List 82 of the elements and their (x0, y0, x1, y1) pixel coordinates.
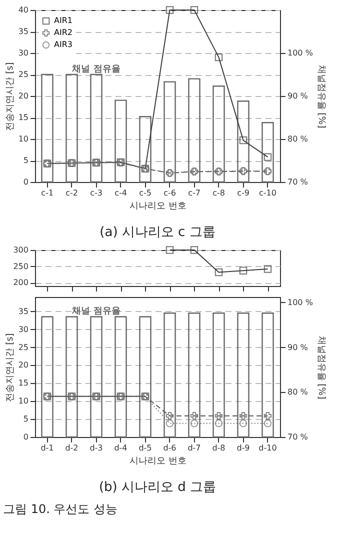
y2-tick-label: 80 % (288, 388, 308, 397)
y-tick-label: 35 (18, 27, 28, 36)
y2-tick-label: 100 % (288, 48, 314, 58)
point (214, 412, 223, 420)
point (190, 412, 198, 420)
y-tick-label: 0 (23, 178, 28, 186)
x-tick-label: c-8 (212, 188, 225, 198)
point (239, 266, 248, 274)
caption: 그림 10. 우선도 성능 (3, 502, 118, 516)
point (264, 153, 272, 161)
y-tick-label: 5 (23, 156, 28, 165)
x-tick-label: c-1 (41, 188, 54, 198)
series-label: 채널 점유율 (71, 306, 120, 317)
x-tick-label: c-5 (139, 188, 152, 198)
y-tick-label: 200 (13, 278, 28, 288)
y-tick-label: 30 (18, 324, 28, 334)
point (166, 420, 174, 428)
y2-axis-title: 채널점유율 [%] (316, 336, 326, 400)
x-tick-label: d-9 (236, 444, 250, 452)
y-tick-label: 0 (23, 432, 28, 442)
point (190, 6, 198, 14)
x-tick-label: c-10 (259, 188, 276, 198)
legend-label: AIR3 (54, 40, 72, 49)
y-tick-label: 40 (18, 6, 28, 14)
y-tick-label: 20 (18, 92, 28, 100)
y-tick-label: 35 (18, 306, 28, 316)
x-tick-label: d-7 (188, 444, 201, 452)
x-tick-label: c-7 (188, 188, 200, 198)
point (166, 6, 174, 14)
x-axis-title: 시나리오 번호 (130, 202, 186, 212)
y-tick-label: 10 (18, 134, 28, 144)
y-tick-label: 10 (18, 396, 28, 406)
point (239, 412, 248, 420)
y-tick-label: 25 (18, 70, 28, 79)
y-axis-title: 전송지연시간 [s] (5, 62, 16, 131)
x-tick-label: d-3 (90, 444, 103, 452)
point (214, 420, 223, 428)
x-tick-label: d-8 (212, 444, 226, 452)
point (190, 246, 198, 254)
text: (a) 시나리오 c 그룹 (100, 225, 216, 240)
point (166, 246, 174, 254)
point (264, 420, 272, 428)
y-tick-label: 15 (18, 113, 28, 122)
x-tick-label: c-9 (237, 188, 250, 198)
x-tick-label: d-10 (258, 444, 277, 452)
x-tick-label: d-6 (163, 444, 176, 452)
point (190, 420, 198, 428)
x-tick-label: d-4 (114, 444, 128, 452)
y2-tick-label: 90 % (288, 342, 308, 352)
x-tick-label: c-2 (66, 188, 78, 198)
series-label: 채널 점유율 (71, 64, 120, 74)
x-tick-label: d-5 (138, 444, 152, 452)
y-tick-label: 15 (18, 378, 28, 388)
text: (b) 시나리오 d 그룹 (98, 480, 216, 495)
y-tick-label: 20 (18, 360, 28, 370)
x-tick-label: c-3 (90, 188, 102, 198)
y2-tick-label: 70 % (288, 432, 308, 442)
x-tick-label: d-1 (40, 444, 54, 452)
y2-tick-label: 80 % (288, 134, 308, 144)
point (264, 265, 272, 273)
y-tick-label: 300 (13, 246, 28, 254)
y2-tick-label: 70 % (288, 178, 308, 186)
point (166, 412, 174, 420)
point (264, 412, 272, 420)
y2-tick-label: 90 % (288, 92, 308, 100)
y-tick-label: 5 (23, 414, 28, 424)
x-tick-label: c-6 (164, 188, 176, 198)
y-tick-label: 30 (18, 48, 28, 58)
legend-label: AIR1 (54, 16, 72, 25)
x-tick-label: d-2 (65, 444, 78, 452)
point (214, 53, 223, 62)
legend-label: AIR2 (54, 28, 72, 37)
y-tick-label: 250 (13, 262, 28, 271)
y-axis-title: 전송지연시간 [s] (5, 333, 16, 402)
x-tick-label: c-4 (114, 188, 127, 198)
y-tick-label: 25 (18, 342, 28, 352)
point (239, 136, 248, 144)
point (214, 268, 223, 276)
x-axis-title: 시나리오 번호 (130, 456, 186, 466)
y2-axis-title: 채널점유율 [%] (316, 64, 326, 128)
point (239, 420, 248, 428)
y2-tick-label: 100 % (288, 298, 314, 307)
